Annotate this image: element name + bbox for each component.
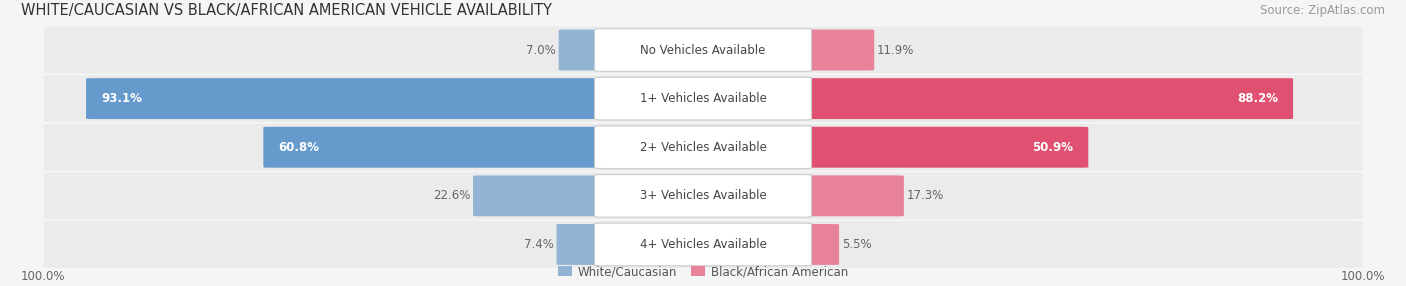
Text: 7.0%: 7.0%: [526, 43, 557, 57]
FancyBboxPatch shape: [44, 221, 1362, 268]
Text: 1+ Vehicles Available: 1+ Vehicles Available: [640, 92, 766, 105]
FancyBboxPatch shape: [799, 29, 875, 70]
Text: 3+ Vehicles Available: 3+ Vehicles Available: [640, 189, 766, 202]
FancyBboxPatch shape: [595, 174, 811, 217]
Legend: White/Caucasian, Black/African American: White/Caucasian, Black/African American: [553, 261, 853, 283]
Text: 2+ Vehicles Available: 2+ Vehicles Available: [640, 141, 766, 154]
Text: No Vehicles Available: No Vehicles Available: [640, 43, 766, 57]
Text: WHITE/CAUCASIAN VS BLACK/AFRICAN AMERICAN VEHICLE AVAILABILITY: WHITE/CAUCASIAN VS BLACK/AFRICAN AMERICA…: [21, 3, 553, 18]
Text: 88.2%: 88.2%: [1237, 92, 1278, 105]
Text: 17.3%: 17.3%: [907, 189, 943, 202]
FancyBboxPatch shape: [472, 175, 607, 216]
FancyBboxPatch shape: [595, 77, 811, 120]
FancyBboxPatch shape: [44, 75, 1362, 122]
Text: Source: ZipAtlas.com: Source: ZipAtlas.com: [1260, 4, 1385, 17]
FancyBboxPatch shape: [44, 124, 1362, 171]
Text: 22.6%: 22.6%: [433, 189, 471, 202]
FancyBboxPatch shape: [44, 27, 1362, 74]
Text: 93.1%: 93.1%: [101, 92, 142, 105]
FancyBboxPatch shape: [799, 175, 904, 216]
Text: 50.9%: 50.9%: [1032, 141, 1073, 154]
FancyBboxPatch shape: [44, 172, 1362, 219]
FancyBboxPatch shape: [595, 126, 811, 168]
FancyBboxPatch shape: [595, 29, 811, 71]
FancyBboxPatch shape: [263, 127, 607, 168]
Text: 60.8%: 60.8%: [278, 141, 319, 154]
Text: 11.9%: 11.9%: [877, 43, 914, 57]
Text: 100.0%: 100.0%: [21, 270, 65, 283]
Text: 5.5%: 5.5%: [842, 238, 872, 251]
FancyBboxPatch shape: [595, 223, 811, 266]
FancyBboxPatch shape: [799, 224, 839, 265]
FancyBboxPatch shape: [86, 78, 607, 119]
FancyBboxPatch shape: [799, 127, 1088, 168]
FancyBboxPatch shape: [557, 224, 607, 265]
Text: 100.0%: 100.0%: [1341, 270, 1385, 283]
Text: 7.4%: 7.4%: [524, 238, 554, 251]
FancyBboxPatch shape: [799, 78, 1294, 119]
Text: 4+ Vehicles Available: 4+ Vehicles Available: [640, 238, 766, 251]
FancyBboxPatch shape: [558, 29, 607, 70]
